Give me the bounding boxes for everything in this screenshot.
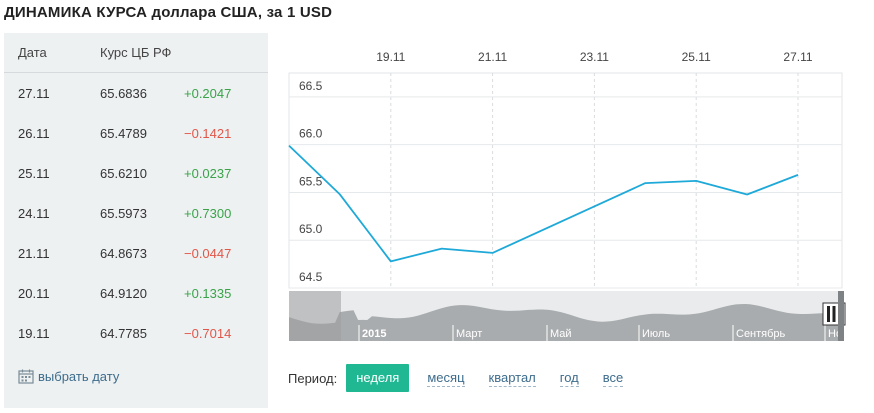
rate-change: +0.7300	[184, 205, 232, 221]
rate-value: 65.6836	[100, 85, 147, 101]
rate-row: 27.11 65.6836 +0.2047	[4, 73, 268, 113]
rate-row: 19.11 64.7785 −0.7014	[4, 313, 268, 353]
rate-value: 64.7785	[100, 325, 147, 341]
period-option-3[interactable]: год	[559, 369, 579, 387]
pick-date-link[interactable]: выбрать дату	[18, 369, 119, 384]
navigator-handle-grip	[827, 306, 830, 322]
period-buttons: неделя месяц квартал год все	[346, 364, 647, 392]
y-tick-label: 65.5	[299, 174, 323, 188]
rate-date: 25.11	[18, 165, 50, 181]
rate-change: −0.0447	[184, 245, 232, 261]
navigator-label: Май	[550, 328, 572, 340]
navigator-shade	[289, 291, 341, 341]
y-tick-label: 66.0	[299, 127, 323, 141]
rate-date: 19.11	[18, 325, 50, 341]
rate-row: 24.11 65.5973 +0.7300	[4, 193, 268, 233]
rates-table-header: Дата Курс ЦБ РФ	[4, 33, 268, 73]
rate-change: −0.7014	[184, 325, 232, 341]
chart-panel: 19.11 21.11 23.11 25.11 27.11 66.5 66.0 65.5 65.…	[270, 33, 870, 408]
rates-panel: Дата Курс ЦБ РФ 27.11 65.6836 +0.2047 26.11…	[4, 33, 268, 408]
rate-date: 20.11	[18, 285, 50, 301]
rate-value: 65.5973	[100, 205, 147, 221]
rate-change: +0.1335	[184, 285, 232, 301]
page-title: ДИНАМИКА КУРСА доллара США, за 1 USD	[4, 4, 333, 21]
rate-date: 26.11	[18, 125, 50, 141]
rate-value: 64.8673	[100, 245, 147, 261]
period-option-1[interactable]: месяц	[427, 369, 465, 387]
y-tick-label: 65.0	[299, 222, 323, 236]
x-tick-label: 23.11	[580, 50, 609, 64]
rate-change: +0.0237	[184, 165, 232, 181]
navigator-label: Сентябрь	[736, 328, 786, 340]
rate-change: −0.1421	[184, 125, 232, 141]
period-option-4[interactable]: все	[602, 369, 624, 387]
period-selector: Период: неделя месяц квартал год все	[288, 364, 647, 392]
rate-chart: 19.11 21.11 23.11 25.11 27.11 66.5 66.0 65.5 65.…	[288, 50, 866, 341]
series-line	[288, 144, 799, 263]
rate-row: 26.11 65.4789 −0.1421	[4, 113, 268, 153]
period-option-0[interactable]: неделя	[346, 364, 410, 392]
rates-list: 27.11 65.6836 +0.2047 26.11 65.4789 −0.1421 25…	[4, 73, 268, 353]
rate-row: 20.11 64.9120 +0.1335	[4, 273, 268, 313]
period-label: Период:	[288, 370, 338, 386]
rate-row: 25.11 65.6210 +0.0237	[4, 153, 268, 193]
calendar-icon	[18, 369, 34, 384]
column-header-rate: Курс ЦБ РФ	[100, 45, 172, 60]
rate-date: 21.11	[18, 245, 50, 261]
navigator-label: Ноябрь	[828, 328, 866, 340]
navigator-label: Март	[456, 328, 482, 340]
rate-value: 65.6210	[100, 165, 147, 181]
rate-change: +0.2047	[184, 85, 232, 101]
navigator-handle-grip	[832, 306, 836, 322]
navigator-area	[289, 304, 842, 341]
y-tick-label: 64.5	[299, 270, 323, 284]
rate-value: 65.4789	[100, 125, 147, 141]
rate-date: 24.11	[18, 205, 50, 221]
period-option-2[interactable]: квартал	[488, 369, 536, 387]
navigator-edge	[838, 291, 844, 341]
x-tick-label: 27.11	[783, 50, 812, 64]
rate-date: 27.11	[18, 85, 50, 101]
column-header-date: Дата	[18, 45, 47, 60]
plot-area	[288, 72, 843, 289]
navigator-label: 2015	[362, 328, 386, 340]
rate-value: 64.9120	[100, 285, 147, 301]
navigator-label: Июль	[642, 328, 670, 340]
pick-date-label: выбрать дату	[38, 369, 120, 384]
y-tick-label: 66.5	[299, 79, 323, 93]
x-tick-label: 25.11	[682, 50, 711, 64]
x-tick-label: 21.11	[478, 50, 507, 64]
rate-row: 21.11 64.8673 −0.0447	[4, 233, 268, 273]
x-tick-label: 19.11	[376, 50, 405, 64]
